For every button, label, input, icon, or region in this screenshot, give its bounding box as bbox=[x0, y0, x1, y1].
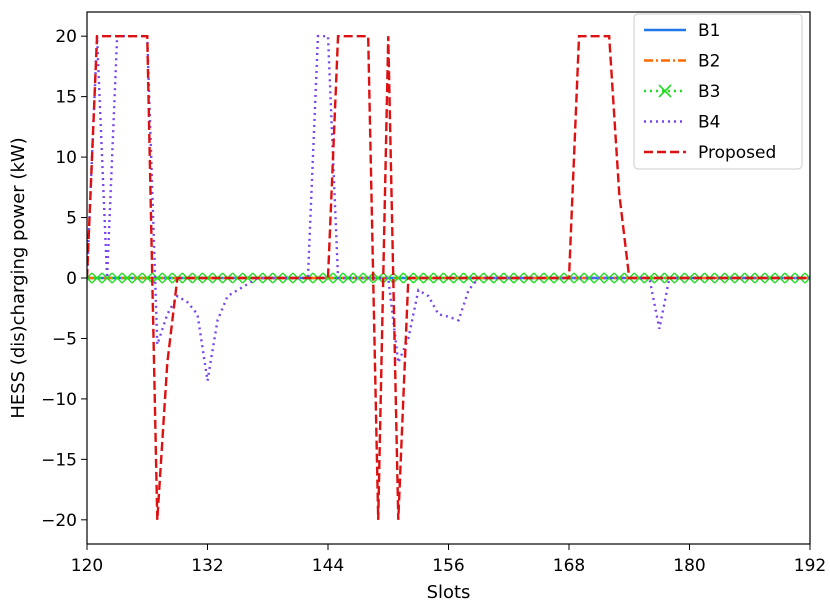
y-tick-label: −15 bbox=[41, 450, 77, 470]
data-point-marker bbox=[352, 272, 364, 284]
legend-label: B1 bbox=[698, 21, 720, 41]
legend-label: B2 bbox=[698, 52, 720, 72]
y-tick-label: −20 bbox=[41, 511, 77, 531]
x-tick-label: 144 bbox=[312, 556, 344, 576]
data-point-marker bbox=[673, 272, 685, 284]
legend: B1 B2 B3 B4 Proposed bbox=[633, 13, 803, 170]
data-point-marker bbox=[382, 272, 394, 284]
legend-label: Proposed bbox=[698, 143, 776, 163]
data-point-marker bbox=[151, 272, 163, 284]
data-point-marker bbox=[121, 272, 133, 284]
data-point-marker bbox=[764, 272, 776, 284]
plot-area bbox=[87, 34, 810, 520]
x-tick-label: 156 bbox=[432, 556, 464, 576]
data-point-marker bbox=[633, 272, 645, 284]
data-point-marker bbox=[232, 272, 244, 284]
data-point-marker bbox=[91, 272, 103, 284]
data-point-marker bbox=[583, 272, 595, 284]
legend-label: B4 bbox=[698, 113, 720, 133]
series-line-b4 bbox=[87, 34, 810, 381]
data-point-marker bbox=[322, 272, 334, 284]
x-axis-label: Slots bbox=[427, 582, 471, 603]
data-point-marker bbox=[191, 272, 203, 284]
x-tick-label: 192 bbox=[794, 556, 826, 576]
data-point-marker bbox=[463, 272, 475, 284]
x-tick-label: 180 bbox=[673, 556, 705, 576]
data-point-marker bbox=[724, 272, 736, 284]
data-point-marker bbox=[412, 272, 424, 284]
y-tick-label: 15 bbox=[55, 88, 77, 108]
data-point-marker bbox=[553, 272, 565, 284]
legend-box bbox=[633, 13, 803, 170]
legend-label: B3 bbox=[698, 82, 720, 102]
data-point-marker bbox=[342, 272, 354, 284]
data-point-marker bbox=[282, 272, 294, 284]
data-point-marker bbox=[392, 272, 404, 284]
data-point-marker bbox=[603, 272, 615, 284]
data-point-marker bbox=[101, 272, 113, 284]
x-tick-label: 132 bbox=[191, 556, 223, 576]
data-point-marker bbox=[111, 272, 123, 284]
y-tick-label: 5 bbox=[66, 209, 77, 229]
data-point-marker bbox=[87, 272, 93, 284]
y-axis-label: HESS (dis)charging power (kW) bbox=[8, 137, 29, 418]
series-line-proposed bbox=[87, 34, 810, 520]
data-point-marker bbox=[804, 272, 810, 284]
legend-marker bbox=[658, 84, 672, 98]
y-tick-label: 0 bbox=[66, 269, 77, 289]
data-point-marker bbox=[141, 272, 153, 284]
y-tick-label: −10 bbox=[41, 390, 77, 410]
data-point-marker bbox=[372, 272, 384, 284]
axes: 120 132 144 156 168 180 192 −20 −15 −10 −5 0 5 10 15 20 bbox=[41, 11, 826, 576]
data-point-marker bbox=[453, 272, 465, 284]
x-tick-label: 120 bbox=[71, 556, 103, 576]
data-point-marker bbox=[131, 272, 143, 284]
y-tick-label: 10 bbox=[55, 148, 77, 168]
x-tick-label: 168 bbox=[553, 556, 585, 576]
y-tick-label: 20 bbox=[55, 27, 77, 47]
data-point-marker bbox=[573, 272, 585, 284]
data-point-marker bbox=[613, 272, 625, 284]
data-point-marker bbox=[161, 272, 173, 284]
data-point-marker bbox=[543, 272, 555, 284]
y-tick-label: −5 bbox=[52, 329, 77, 349]
